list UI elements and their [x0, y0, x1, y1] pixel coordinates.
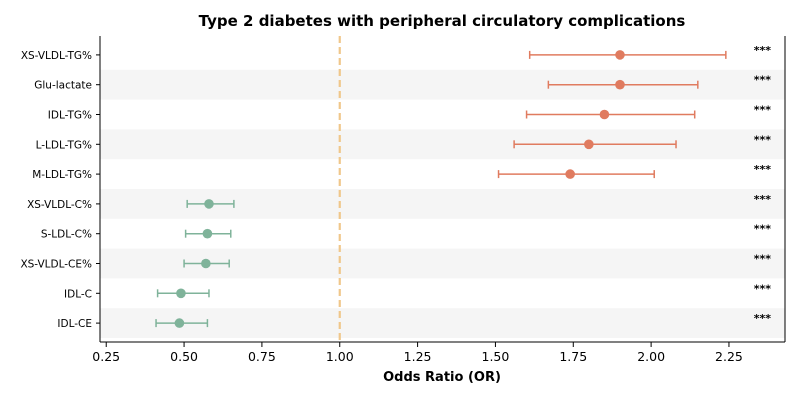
labels-layer: XS-VLDL-TG% *** Glu-lactate *** IDL-TG% *** L-… — [20, 44, 771, 364]
or-point — [204, 199, 214, 209]
marks-layer — [155, 50, 727, 328]
or-point — [565, 169, 575, 179]
chart-title: Type 2 diabetes with peripheral circulat… — [199, 12, 686, 30]
row-shade-band — [100, 129, 785, 160]
x-tick-label: 1.00 — [326, 349, 354, 364]
axes-layer — [96, 36, 786, 347]
category-label: S-LDL-C% — [41, 229, 92, 241]
category-label: L-LDL-TG% — [36, 139, 92, 151]
or-point — [615, 79, 625, 90]
category-label: XS-VLDL-C% — [27, 199, 92, 211]
category-label: IDL-C — [64, 288, 92, 300]
or-point — [176, 288, 186, 299]
x-tick-label: 2.25 — [715, 349, 743, 364]
category-label: Glu-lactate — [34, 80, 92, 92]
category-label: IDL-CE — [57, 318, 92, 330]
category-label: M-LDL-TG% — [32, 169, 92, 181]
category-label: XS-VLDL-TG% — [21, 50, 92, 62]
x-tick-label: 1.50 — [482, 349, 510, 364]
or-point — [174, 318, 185, 328]
x-tick-label: 1.75 — [559, 349, 587, 364]
significance-label: *** — [754, 223, 772, 236]
significance-label: *** — [754, 193, 772, 206]
or-point — [599, 109, 610, 120]
significance-label: *** — [754, 44, 772, 57]
x-axis-label: Odds Ratio (OR) — [383, 370, 501, 385]
significance-label: *** — [754, 163, 772, 176]
or-point — [584, 139, 594, 150]
x-tick-label: 0.50 — [170, 349, 198, 364]
significance-label: *** — [754, 74, 772, 87]
category-label: IDL-TG% — [48, 110, 92, 122]
significance-label: *** — [754, 312, 772, 325]
or-point — [615, 50, 625, 60]
significance-label: *** — [754, 133, 772, 146]
x-tick-label: 0.75 — [248, 349, 276, 364]
x-tick-label: 1.25 — [404, 349, 432, 364]
row-shade-band — [100, 308, 785, 338]
x-tick-label: 2.00 — [637, 349, 665, 364]
significance-label: *** — [754, 253, 772, 266]
or-point — [201, 258, 211, 269]
significance-label: *** — [754, 282, 772, 295]
category-label: XS-VLDL-CE% — [20, 259, 92, 271]
or-point — [202, 228, 213, 239]
significance-label: *** — [754, 104, 772, 117]
x-tick-label: 0.25 — [92, 349, 120, 364]
